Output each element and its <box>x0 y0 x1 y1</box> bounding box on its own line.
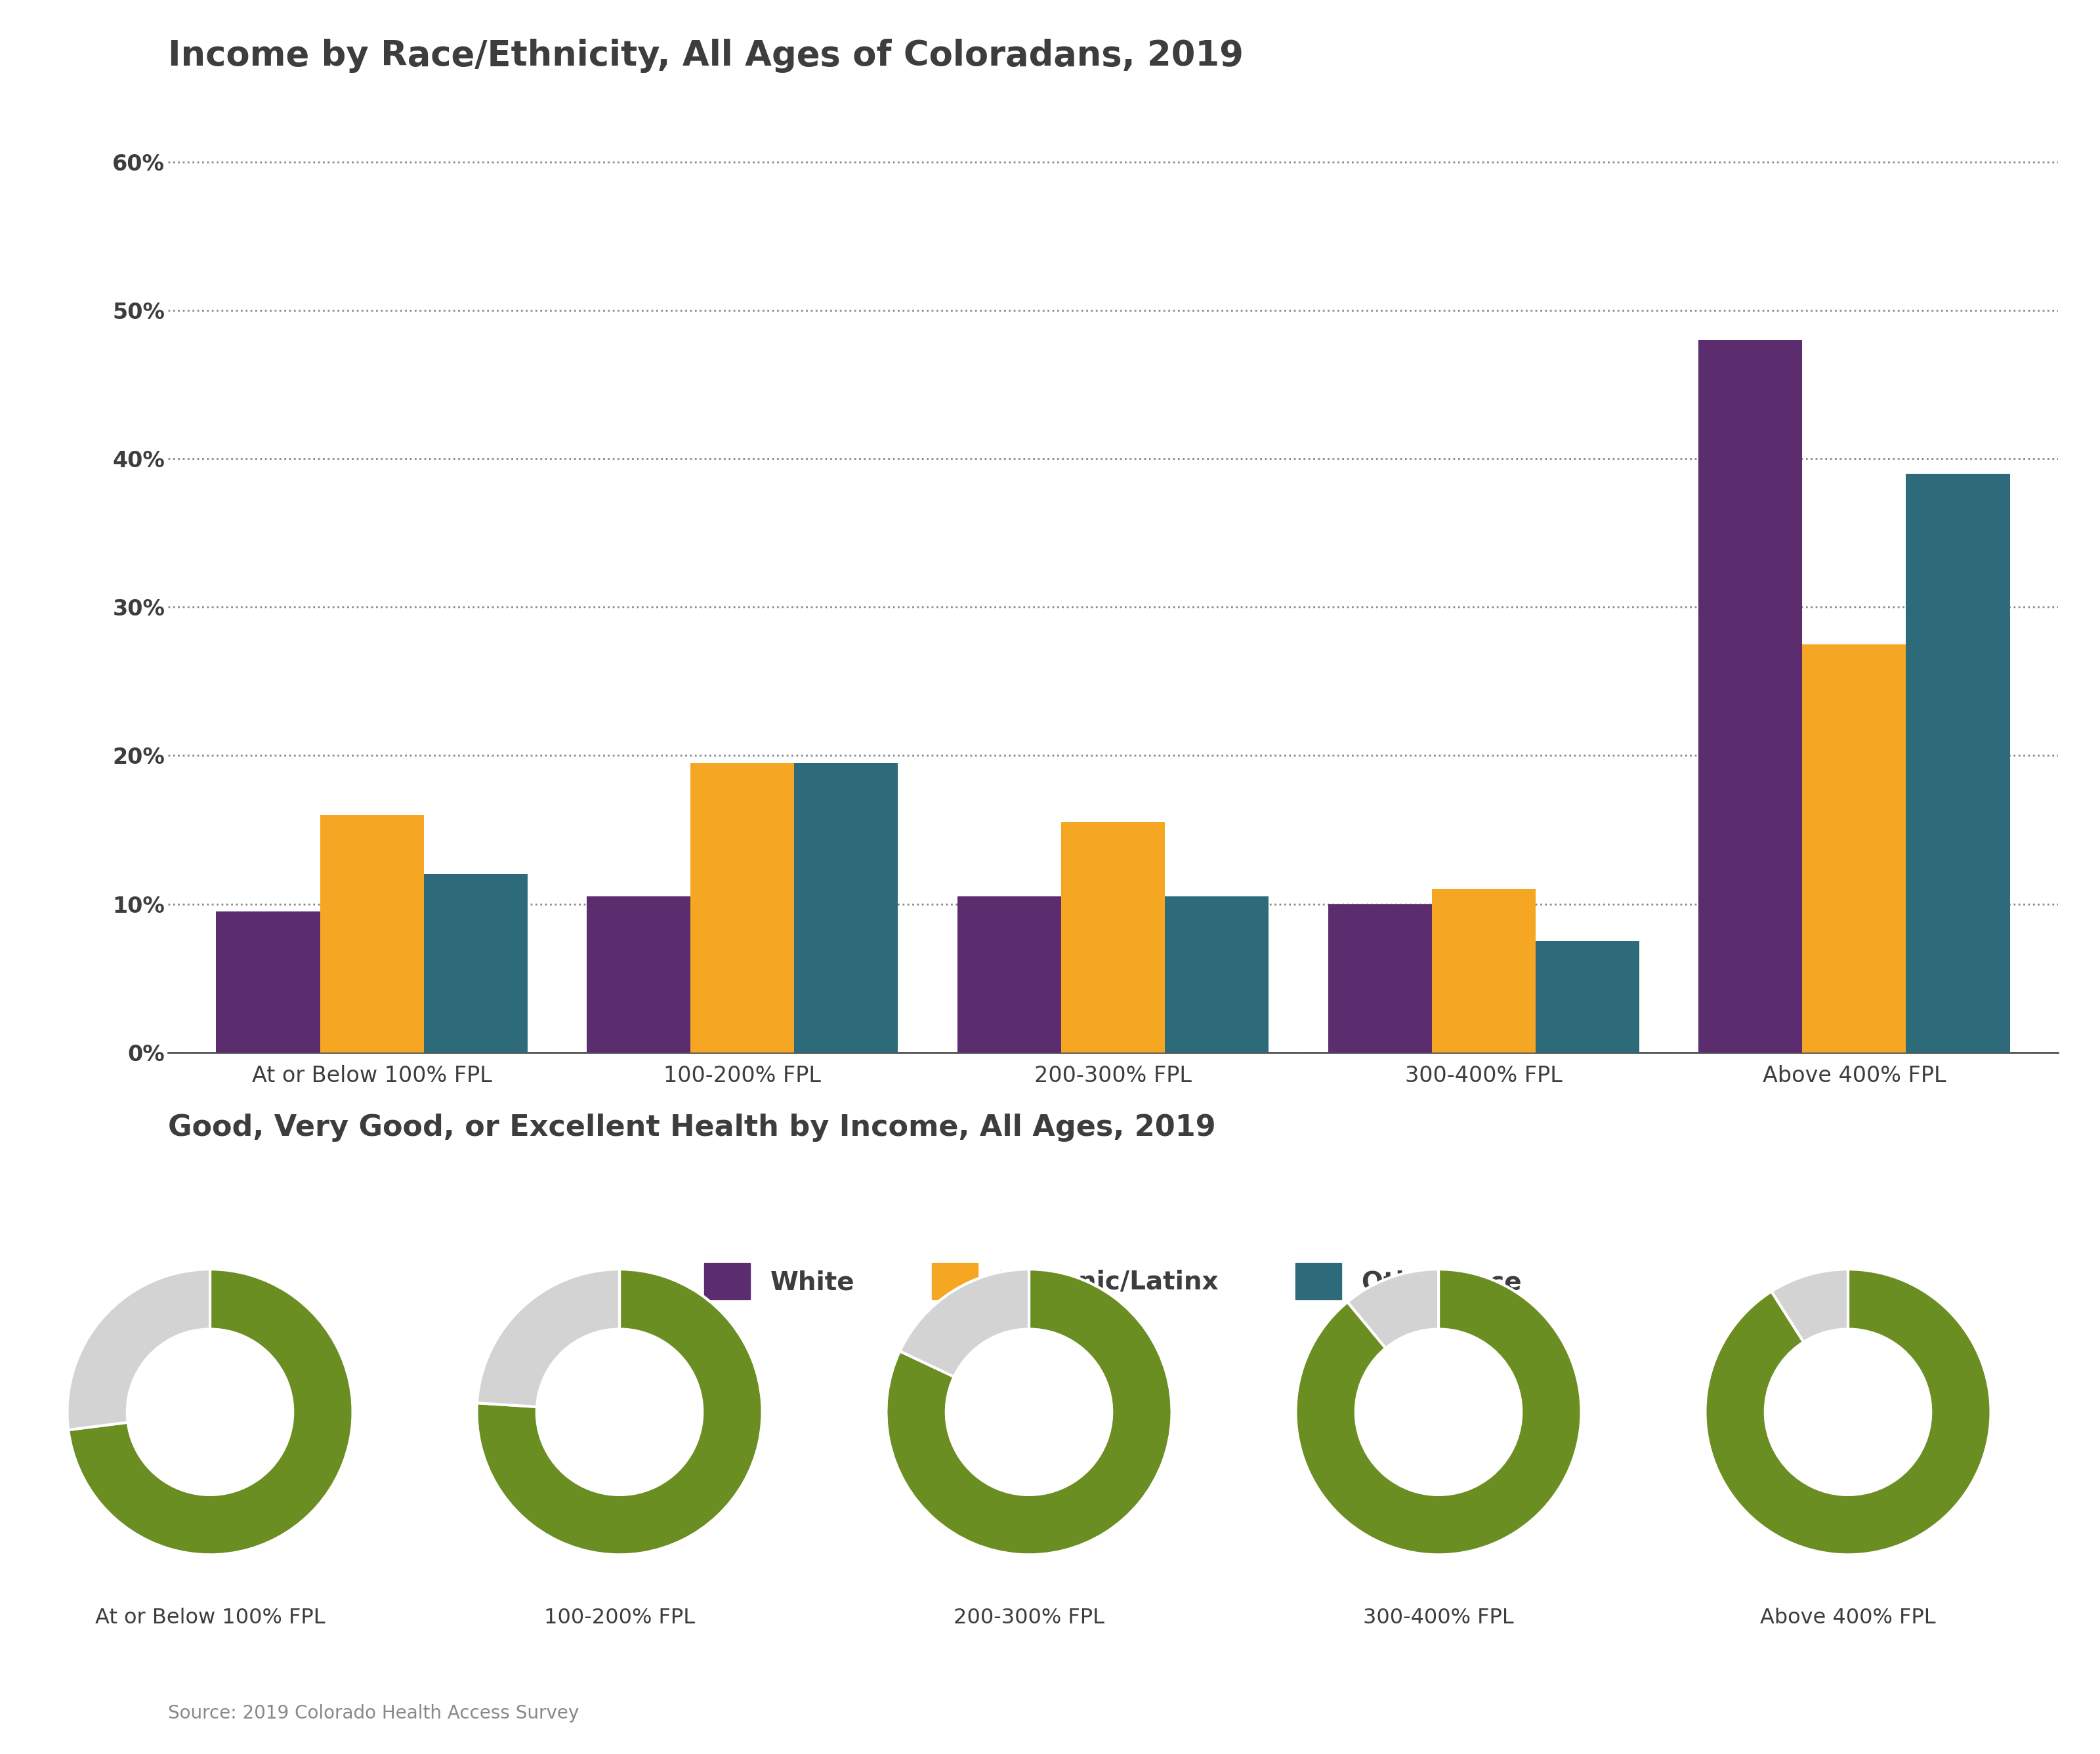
Bar <box>1060 823 1166 1052</box>
Bar <box>1802 644 1907 1052</box>
Text: 89%: 89% <box>1413 1401 1464 1422</box>
Bar <box>1699 340 1802 1052</box>
Text: At or Below 100% FPL: At or Below 100% FPL <box>94 1608 326 1628</box>
Bar <box>216 912 319 1052</box>
Text: Above 400% FPL: Above 400% FPL <box>1760 1608 1936 1628</box>
Text: 91%: 91% <box>1823 1401 1873 1422</box>
Bar <box>1535 942 1640 1052</box>
Wedge shape <box>1772 1270 1848 1342</box>
Text: Good, Very Good, or Excellent Health by Income, All Ages, 2019: Good, Very Good, or Excellent Health by … <box>168 1114 1216 1142</box>
Text: 82%: 82% <box>1004 1401 1054 1422</box>
Text: 76%: 76% <box>594 1401 645 1422</box>
Bar <box>1432 889 1535 1052</box>
Legend: White, Hispanic/Latinx, Other Race: White, Hispanic/Latinx, Other Race <box>695 1254 1531 1310</box>
Text: Income by Race/Ethnicity, All Ages of Coloradans, 2019: Income by Race/Ethnicity, All Ages of Co… <box>168 39 1243 74</box>
Wedge shape <box>1705 1270 1991 1554</box>
Wedge shape <box>899 1270 1029 1377</box>
Wedge shape <box>69 1270 353 1554</box>
Wedge shape <box>477 1270 762 1554</box>
Wedge shape <box>1348 1270 1438 1349</box>
Bar <box>1166 896 1268 1052</box>
Text: 200-300% FPL: 200-300% FPL <box>953 1608 1105 1628</box>
Bar <box>691 763 794 1052</box>
Bar <box>319 816 424 1052</box>
Bar <box>958 896 1060 1052</box>
Text: Source: 2019 Colorado Health Access Survey: Source: 2019 Colorado Health Access Surv… <box>168 1705 580 1722</box>
Text: 73%: 73% <box>185 1401 235 1422</box>
Bar <box>424 873 527 1052</box>
Bar <box>586 896 691 1052</box>
Text: 100-200% FPL: 100-200% FPL <box>544 1608 695 1628</box>
Bar <box>1327 903 1432 1052</box>
Wedge shape <box>1296 1270 1581 1554</box>
Bar <box>794 763 899 1052</box>
Bar <box>1907 474 2010 1052</box>
Wedge shape <box>886 1270 1172 1554</box>
Wedge shape <box>477 1270 619 1407</box>
Text: 300-400% FPL: 300-400% FPL <box>1363 1608 1514 1628</box>
Wedge shape <box>67 1270 210 1430</box>
